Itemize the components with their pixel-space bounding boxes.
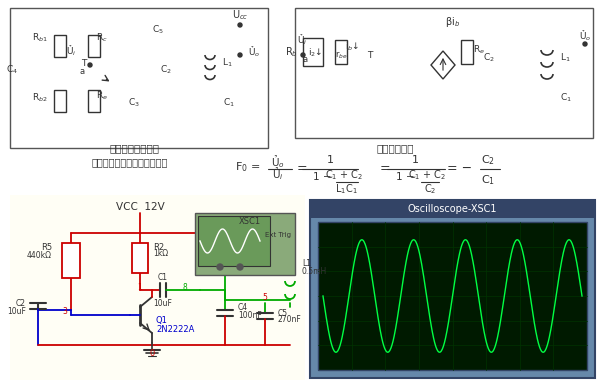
Text: Ủ$_i$: Ủ$_i$ xyxy=(272,166,284,182)
Text: C$_{2}$: C$_{2}$ xyxy=(160,64,172,76)
Circle shape xyxy=(217,264,223,270)
Text: Ủ$_o$: Ủ$_o$ xyxy=(271,154,285,170)
Bar xyxy=(54,35,66,57)
Text: =: = xyxy=(380,162,391,175)
Bar xyxy=(10,195,305,380)
Bar xyxy=(10,8,268,148)
Bar xyxy=(295,8,593,138)
Text: a: a xyxy=(302,56,308,65)
Text: L1: L1 xyxy=(302,258,311,268)
Text: 1: 1 xyxy=(412,155,419,165)
Text: Ext Trig: Ext Trig xyxy=(265,232,291,238)
Text: R$_{c}$: R$_{c}$ xyxy=(96,32,108,44)
Text: R5: R5 xyxy=(41,243,52,252)
Text: C4: C4 xyxy=(238,303,248,313)
Text: 440kΩ: 440kΩ xyxy=(27,250,52,260)
Text: C$_1$ + C$_2$: C$_1$ + C$_2$ xyxy=(408,168,446,182)
Text: C$_1$ + C$_2$: C$_1$ + C$_2$ xyxy=(325,168,363,182)
Text: C$_1$: C$_1$ xyxy=(481,173,495,187)
Bar xyxy=(132,243,148,273)
Circle shape xyxy=(88,63,92,67)
Text: 交流等效电路: 交流等效电路 xyxy=(376,143,414,153)
Text: 10uF: 10uF xyxy=(154,300,172,308)
Text: Ủ$_o$: Ủ$_o$ xyxy=(248,45,260,59)
Text: R$_{e}$: R$_{e}$ xyxy=(96,90,108,102)
Text: R$_e$: R$_e$ xyxy=(473,44,485,56)
Text: 8: 8 xyxy=(182,283,187,291)
Text: = −: = − xyxy=(448,162,473,175)
Bar xyxy=(88,90,100,112)
Text: C$_{1}$: C$_{1}$ xyxy=(223,97,235,109)
Text: F$_0$ =: F$_0$ = xyxy=(235,160,261,174)
Text: U$_{cc}$: U$_{cc}$ xyxy=(232,8,248,22)
Bar xyxy=(198,216,270,266)
Text: C$_{4}$: C$_{4}$ xyxy=(6,64,18,76)
Text: R2: R2 xyxy=(153,243,164,252)
Circle shape xyxy=(583,42,587,46)
Text: 270nF: 270nF xyxy=(278,316,302,324)
Text: 5: 5 xyxy=(263,293,268,301)
Text: C1: C1 xyxy=(158,273,168,281)
Text: 3: 3 xyxy=(62,308,67,316)
Text: 100nF: 100nF xyxy=(238,311,262,319)
Text: Q1: Q1 xyxy=(156,316,168,324)
Text: 1: 1 xyxy=(137,283,142,291)
Text: Oscilloscope-XSC1: Oscilloscope-XSC1 xyxy=(408,204,497,214)
Bar xyxy=(461,40,473,64)
Text: T: T xyxy=(367,51,373,60)
Text: βi$_b$: βi$_b$ xyxy=(445,15,461,29)
Text: T: T xyxy=(82,58,86,68)
Text: C$_{1}$: C$_{1}$ xyxy=(560,92,572,104)
Text: 1: 1 xyxy=(326,155,334,165)
Polygon shape xyxy=(431,51,455,79)
Text: 1 −: 1 − xyxy=(313,172,331,182)
Text: Ủ$_o$: Ủ$_o$ xyxy=(579,29,591,43)
Bar xyxy=(335,40,347,64)
Bar xyxy=(195,213,295,275)
Text: C$_{3}$: C$_{3}$ xyxy=(128,97,140,109)
Bar xyxy=(310,200,595,218)
Text: 电容三点式振荡器: 电容三点式振荡器 xyxy=(110,143,160,153)
Text: i$_2$↓: i$_2$↓ xyxy=(308,47,322,59)
Text: R$_{b1}$: R$_{b1}$ xyxy=(32,32,48,44)
Circle shape xyxy=(238,23,242,27)
Text: C$_{5}$: C$_{5}$ xyxy=(152,24,164,36)
Text: L$_{1}$: L$_{1}$ xyxy=(222,57,233,69)
Text: XSC1: XSC1 xyxy=(239,217,261,225)
Text: C5: C5 xyxy=(278,308,288,318)
Circle shape xyxy=(301,53,305,57)
Text: 0: 0 xyxy=(149,349,155,358)
Text: i$_b$↓: i$_b$↓ xyxy=(345,41,359,53)
Text: C$_2$: C$_2$ xyxy=(481,153,495,167)
Text: L$_1$C$_1$: L$_1$C$_1$ xyxy=(335,182,358,196)
Text: 2N2222A: 2N2222A xyxy=(156,324,194,333)
Text: VCC  12V: VCC 12V xyxy=(116,202,164,212)
Text: C$_2$: C$_2$ xyxy=(424,182,436,196)
Text: a: a xyxy=(79,66,85,76)
Text: R$_{b2}$: R$_{b2}$ xyxy=(32,92,48,104)
Text: Ủ$_i$: Ủ$_i$ xyxy=(65,44,76,58)
Bar xyxy=(310,200,595,378)
Text: 1kΩ: 1kΩ xyxy=(153,250,168,258)
Bar xyxy=(54,90,66,112)
Text: 摘自元增民《模拟电子技术》: 摘自元增民《模拟电子技术》 xyxy=(92,157,168,167)
Text: 0.5mH: 0.5mH xyxy=(302,266,327,275)
Text: Ủ$_i$: Ủ$_i$ xyxy=(297,33,307,47)
Text: R$_b$: R$_b$ xyxy=(285,45,298,59)
Circle shape xyxy=(238,53,242,57)
Bar xyxy=(303,38,323,66)
Text: L$_{1}$: L$_{1}$ xyxy=(560,52,571,64)
Text: C2: C2 xyxy=(16,298,26,308)
Text: 10uF: 10uF xyxy=(7,306,26,316)
Bar xyxy=(318,222,587,370)
Circle shape xyxy=(237,264,243,270)
Text: 1 −: 1 − xyxy=(395,172,415,182)
Bar xyxy=(62,243,80,278)
Text: C$_{2}$: C$_{2}$ xyxy=(483,52,495,64)
Text: r$_{be}$: r$_{be}$ xyxy=(335,49,347,61)
Text: =: = xyxy=(296,162,307,175)
Bar xyxy=(88,35,100,57)
